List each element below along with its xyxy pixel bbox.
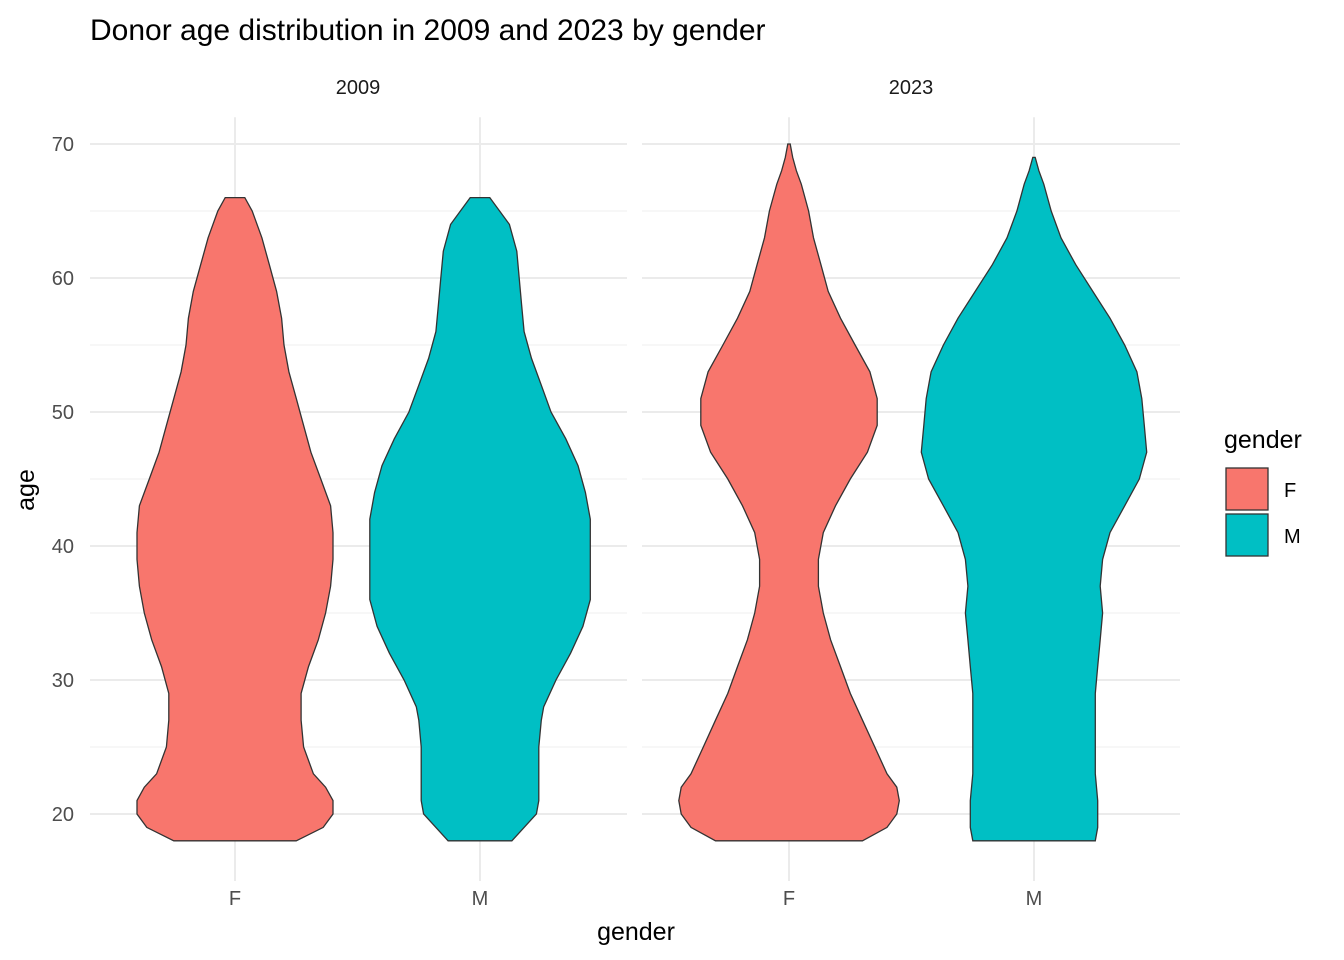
x-axis-title: gender	[597, 918, 675, 946]
facet-panel-2009: 2009 F M	[90, 77, 627, 910]
chart-title: Donor age distribution in 2009 and 2023 …	[90, 14, 766, 47]
facet-strip-label: 2009	[336, 77, 381, 99]
legend-key-M	[1225, 513, 1269, 557]
x-tick-label: M	[1026, 888, 1043, 910]
violin-2023-M	[920, 156, 1148, 842]
y-axis-title: age	[12, 469, 40, 511]
y-tick-labels: 20 30 40 50 60 70	[52, 134, 74, 826]
x-tick-label: M	[472, 888, 489, 910]
legend-key-F	[1225, 467, 1269, 511]
y-tick-label: 70	[52, 134, 74, 156]
y-tick-label: 50	[52, 402, 74, 424]
legend: gender F M	[1224, 426, 1302, 557]
y-tick-label: 60	[52, 268, 74, 290]
y-tick-label: 40	[52, 536, 74, 558]
x-tick-label: F	[783, 888, 795, 910]
y-tick-label: 20	[52, 804, 74, 826]
legend-label: F	[1284, 480, 1296, 502]
violin-2009-M	[369, 196, 591, 842]
legend-title: gender	[1224, 426, 1302, 454]
facet-panel-2023: 2023 F M	[642, 77, 1180, 910]
y-tick-label: 30	[52, 670, 74, 692]
legend-label: M	[1284, 526, 1301, 548]
violin-2023-F	[678, 143, 900, 842]
facet-strip-label: 2023	[889, 77, 934, 99]
violin-2009-F	[136, 196, 334, 842]
x-tick-label: F	[229, 888, 241, 910]
